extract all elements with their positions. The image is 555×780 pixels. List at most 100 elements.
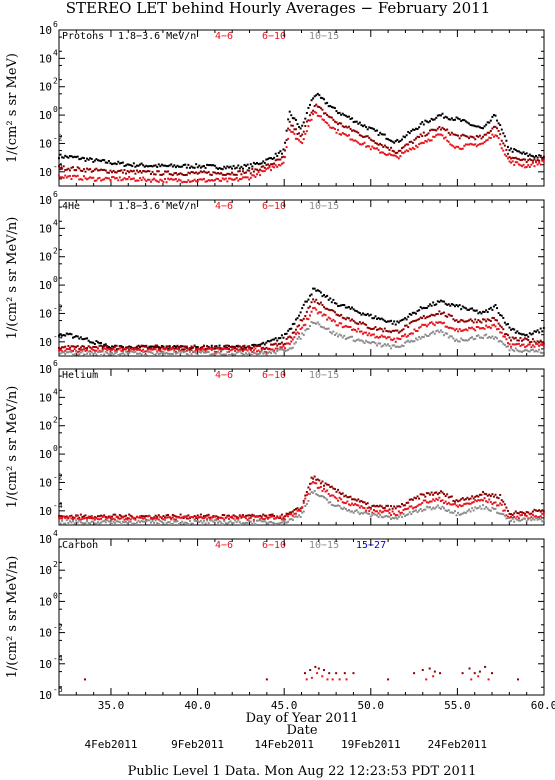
data-point (528, 158, 531, 161)
data-point (59, 522, 62, 525)
data-point (226, 515, 229, 518)
data-point (162, 345, 165, 348)
data-point (361, 501, 364, 504)
data-point (399, 155, 402, 158)
y-tick-exponent: -4 (53, 162, 63, 171)
data-point (347, 503, 350, 506)
data-point (215, 518, 218, 521)
data-point (441, 505, 444, 508)
data-point (125, 520, 128, 523)
data-point (87, 168, 90, 171)
data-point (323, 669, 326, 672)
data-point (62, 156, 65, 159)
data-point (282, 343, 285, 346)
data-point (365, 339, 368, 342)
data-point (530, 154, 533, 157)
data-point (104, 518, 107, 521)
data-point (444, 325, 447, 328)
data-point (287, 137, 290, 140)
data-point (128, 345, 131, 348)
data-point (418, 136, 421, 139)
data-point (514, 331, 517, 334)
data-point (439, 490, 442, 493)
data-point (382, 510, 385, 513)
data-point (95, 522, 98, 525)
data-point (142, 515, 145, 518)
data-point (153, 353, 156, 356)
data-point (351, 306, 354, 309)
data-point (435, 303, 438, 306)
data-point (438, 126, 441, 129)
data-point (324, 102, 327, 105)
data-point (315, 482, 318, 485)
data-point (363, 342, 366, 345)
data-point (404, 144, 407, 147)
data-point (428, 667, 431, 670)
data-point (414, 337, 417, 340)
data-point (531, 344, 534, 347)
data-point (433, 332, 436, 335)
data-point (327, 124, 330, 127)
data-point (196, 180, 199, 183)
data-point (508, 160, 511, 163)
data-point (245, 171, 248, 174)
data-point (410, 505, 413, 508)
data-point (511, 156, 514, 159)
data-point (522, 333, 525, 336)
data-point (435, 116, 438, 119)
data-point (62, 176, 65, 179)
data-point (469, 497, 472, 500)
data-point (162, 522, 165, 525)
data-point (372, 512, 375, 515)
data-point (365, 503, 368, 506)
data-point (369, 334, 372, 337)
data-point (185, 346, 188, 349)
data-point (114, 344, 117, 347)
data-point (352, 139, 355, 142)
data-point (104, 521, 107, 524)
x-axis-label: Day of Year 2011 (246, 711, 359, 726)
data-point (327, 501, 330, 504)
data-point (226, 351, 229, 354)
data-point (496, 319, 499, 322)
data-point (519, 514, 522, 517)
data-point (301, 319, 304, 322)
data-point (149, 345, 152, 348)
data-point (249, 172, 252, 175)
data-point (100, 354, 103, 357)
data-point (232, 178, 235, 181)
data-point (525, 338, 528, 341)
data-point (235, 347, 238, 350)
data-point (304, 494, 307, 497)
data-point (488, 319, 491, 322)
data-point (76, 350, 79, 353)
data-point (466, 121, 469, 124)
data-point (82, 515, 85, 518)
data-point (187, 163, 190, 166)
data-point (349, 326, 352, 329)
data-point (324, 121, 327, 124)
data-point (351, 117, 354, 120)
data-point (308, 103, 311, 106)
data-point (419, 142, 422, 145)
data-point (287, 336, 290, 339)
data-point (419, 493, 422, 496)
data-point (263, 166, 266, 169)
data-point (148, 514, 151, 517)
data-point (386, 320, 389, 323)
data-point (201, 178, 204, 181)
data-point (157, 346, 160, 349)
y-tick-exponent: -2 (53, 133, 63, 142)
data-point (477, 125, 480, 128)
data-point (257, 519, 260, 522)
data-point (450, 511, 453, 514)
data-point (424, 508, 427, 511)
data-point (382, 145, 385, 148)
data-point (304, 124, 307, 127)
data-point (255, 519, 258, 522)
data-point (492, 317, 495, 320)
data-point (464, 135, 467, 138)
data-point (114, 352, 117, 355)
data-point (154, 348, 157, 351)
data-point (284, 518, 287, 521)
